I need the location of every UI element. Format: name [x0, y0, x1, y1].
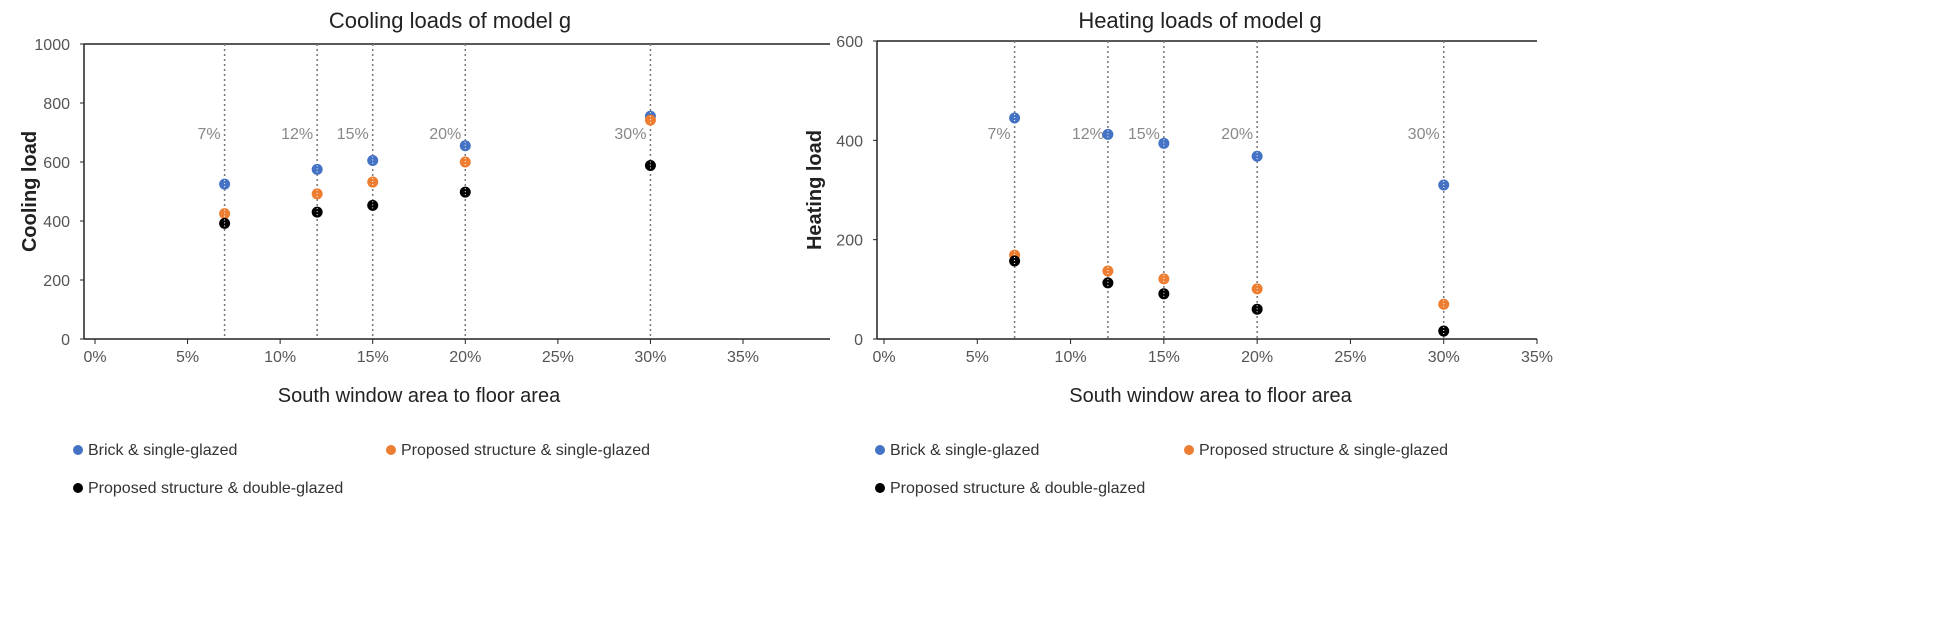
legend-marker	[875, 483, 885, 493]
legend-label: Proposed structure & single-glazed	[401, 442, 650, 459]
annotation-label: 12%	[1072, 126, 1104, 143]
x-tick-label: 35%	[727, 349, 759, 366]
legend-label: Brick & single-glazed	[88, 442, 237, 459]
y-tick-label: 800	[43, 96, 70, 113]
legend-marker	[875, 445, 885, 455]
annotation-label: 7%	[987, 126, 1010, 143]
x-tick-label: 25%	[1334, 349, 1366, 366]
annotation-label: 15%	[1128, 126, 1160, 143]
y-tick-label: 400	[43, 214, 70, 231]
x-tick-label: 15%	[1148, 349, 1180, 366]
y-tick-label: 0	[61, 332, 70, 349]
x-tick-label: 10%	[264, 349, 296, 366]
x-tick-label: 0%	[872, 349, 895, 366]
x-axis-label: South window area to floor area	[1069, 385, 1352, 407]
legend-marker	[73, 483, 83, 493]
y-tick-label: 400	[836, 133, 863, 150]
annotation-label: 20%	[1221, 126, 1253, 143]
annotation-label: 12%	[281, 126, 313, 143]
y-tick-label: 200	[836, 233, 863, 250]
chart-title: Heating loads of model g	[1078, 8, 1321, 33]
y-tick-label: 600	[836, 34, 863, 51]
annotation-label: 15%	[337, 126, 369, 143]
legend-label: Proposed structure & double-glazed	[890, 480, 1145, 497]
x-axis-label: South window area to floor area	[278, 385, 561, 407]
y-tick-label: 1000	[34, 37, 70, 54]
annotation-label: 30%	[1408, 126, 1440, 143]
legend-label: Proposed structure & double-glazed	[88, 480, 343, 497]
x-tick-label: 20%	[1241, 349, 1273, 366]
legend-marker	[1184, 445, 1194, 455]
x-tick-label: 0%	[83, 349, 106, 366]
legend-label: Proposed structure & single-glazed	[1199, 442, 1448, 459]
x-tick-label: 25%	[542, 349, 574, 366]
y-tick-label: 600	[43, 155, 70, 172]
legend-label: Brick & single-glazed	[890, 442, 1039, 459]
y-tick-label: 0	[854, 332, 863, 349]
y-tick-label: 200	[43, 273, 70, 290]
x-tick-label: 30%	[634, 349, 666, 366]
x-tick-label: 10%	[1055, 349, 1087, 366]
annotation-label: 30%	[614, 126, 646, 143]
legend-marker	[73, 445, 83, 455]
legend-marker	[386, 445, 396, 455]
x-tick-label: 30%	[1428, 349, 1460, 366]
annotation-label: 20%	[429, 126, 461, 143]
y-axis-label: Heating load	[804, 130, 826, 250]
y-axis-label: Cooling load	[19, 131, 41, 252]
x-tick-label: 15%	[357, 349, 389, 366]
x-tick-label: 5%	[966, 349, 989, 366]
x-tick-label: 20%	[449, 349, 481, 366]
x-tick-label: 5%	[176, 349, 199, 366]
annotation-label: 7%	[197, 126, 220, 143]
chart-title: Cooling loads of model g	[329, 8, 571, 33]
x-tick-label: 35%	[1521, 349, 1553, 366]
